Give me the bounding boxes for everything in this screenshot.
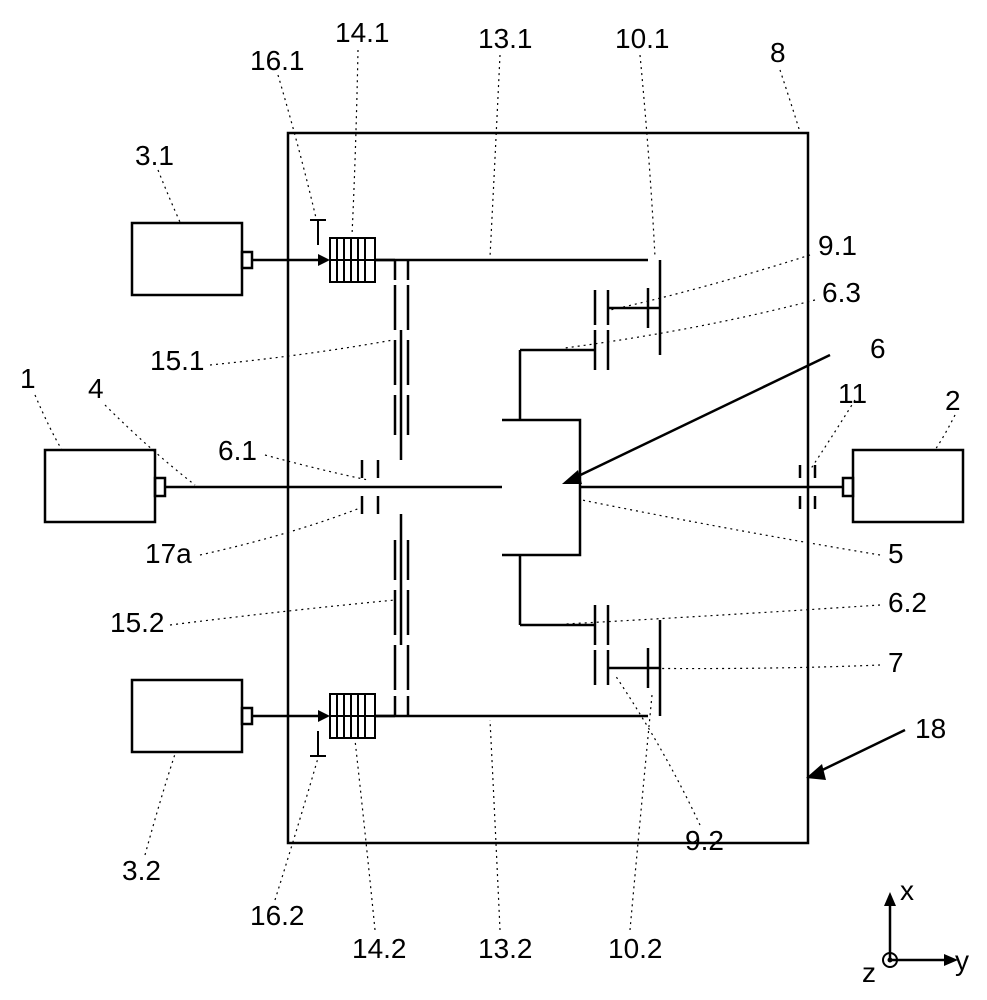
leader-8 (780, 70, 800, 132)
leader-16-2 (275, 758, 318, 900)
leader-14-2 (355, 740, 375, 930)
leader-5 (582, 500, 880, 555)
label-11: 11 (838, 378, 867, 409)
label-9-1: 9.1 (818, 230, 857, 261)
clutch-14-2 (310, 694, 375, 756)
leader-17a (200, 508, 360, 555)
label-17a: 17a (145, 538, 192, 569)
label-13-2: 13.2 (478, 933, 533, 964)
label-9-2: 9.2 (685, 825, 724, 856)
label-13-1: 13.1 (478, 23, 533, 54)
arrow-16-1 (318, 254, 330, 266)
label-15-1: 15.1 (150, 345, 205, 376)
label-16-2: 16.2 (250, 900, 305, 931)
box-1 (45, 450, 155, 522)
leader-15-1 (210, 340, 393, 365)
leader-9-2 (615, 675, 700, 825)
label-8: 8 (770, 37, 786, 68)
coord-axes (883, 892, 958, 967)
leader-4 (105, 405, 195, 485)
label-7: 7 (888, 647, 904, 678)
label-3-1: 3.1 (135, 140, 174, 171)
label-6-2: 6.2 (888, 587, 927, 618)
leader-9-1 (610, 255, 810, 310)
shaft-stub-2 (843, 478, 853, 496)
shaft-stub-1 (155, 478, 165, 496)
label-6: 6 (870, 333, 886, 364)
gear-9-1 (595, 290, 660, 370)
leader-6-2 (565, 605, 880, 624)
label-14-1: 14.1 (335, 17, 390, 48)
label-18: 18 (915, 713, 946, 744)
motor-box-3-2 (132, 680, 242, 752)
leader-14-1 (352, 50, 358, 235)
shaft-stub-3-2 (242, 708, 252, 724)
leader-15-2 (170, 600, 395, 625)
label-4: 4 (88, 373, 104, 404)
leader-18 (812, 730, 905, 775)
leader-3-2 (145, 754, 175, 855)
label-6-3: 6.3 (822, 277, 861, 308)
leader-11 (810, 400, 855, 470)
box-2 (853, 450, 963, 522)
gear-9-2 (595, 605, 660, 685)
label-x: x (900, 875, 914, 906)
label-5: 5 (888, 538, 904, 569)
shaft-stub-3-1 (242, 252, 252, 268)
label-10-1: 10.1 (615, 23, 670, 54)
label-3-2: 3.2 (122, 855, 161, 886)
label-15-2: 15.2 (110, 607, 165, 638)
label-16-1: 16.1 (250, 45, 305, 76)
leader-3-1 (158, 170, 180, 222)
label-10-2: 10.2 (608, 933, 663, 964)
label-2: 2 (945, 385, 961, 416)
label-z: z (862, 957, 876, 988)
differential-bracket (502, 420, 580, 555)
leader-6 (570, 355, 830, 480)
leader-13-2 (490, 720, 500, 930)
label-14-2: 14.2 (352, 933, 407, 964)
leader-6-3 (565, 300, 815, 348)
label-y: y (955, 945, 969, 976)
leader-10-2 (630, 695, 652, 930)
schematic-diagram: 14.1 16.1 3.1 13.1 10.1 8 1 4 15.1 6.1 1… (0, 0, 987, 1000)
leader-13-1 (490, 55, 500, 257)
clutch-14-1 (310, 220, 375, 282)
leader-1 (35, 395, 62, 450)
leader-10-1 (640, 55, 655, 257)
motor-box-3-1 (132, 223, 242, 295)
leader-16-1 (278, 75, 316, 218)
label-1: 1 (20, 363, 36, 394)
leader-2 (935, 415, 955, 450)
label-6-1: 6.1 (218, 435, 257, 466)
leader-6-1 (265, 455, 368, 480)
arrow-16-2 (318, 710, 330, 722)
